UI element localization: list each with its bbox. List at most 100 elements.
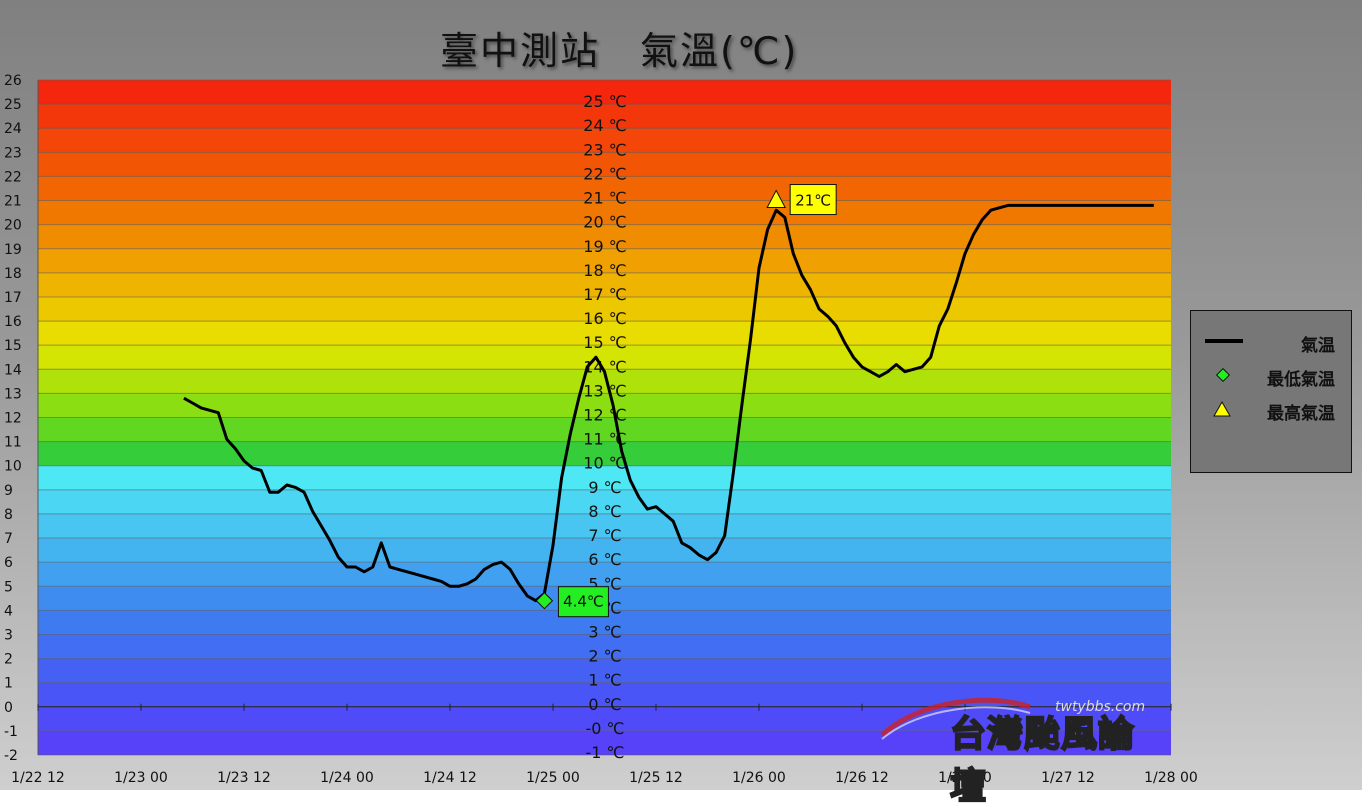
inner-celsius-label: 3 ℃ <box>588 622 621 641</box>
watermark-url: twtybbs.com <box>1055 699 1146 715</box>
background-band <box>38 730 1171 755</box>
inner-celsius-label: 8 ℃ <box>588 502 621 521</box>
inner-celsius-label: 17 ℃ <box>583 285 626 304</box>
y-tick-label: 7 <box>4 531 13 547</box>
x-tick-label: 1/24 00 <box>320 770 374 786</box>
y-tick-label: 11 <box>4 435 22 451</box>
chart-svg: -2-1012345678910111213141516171819202122… <box>4 73 1198 786</box>
inner-celsius-label: 12 ℃ <box>583 406 626 425</box>
max-marker <box>766 189 786 209</box>
background-band <box>38 489 1171 514</box>
y-tick-label: 24 <box>4 121 22 137</box>
legend-item-temp: 氣温 <box>1191 329 1351 356</box>
triangle-icon <box>1213 401 1231 417</box>
inner-celsius-label: 7 ℃ <box>588 526 621 545</box>
y-tick-label: 8 <box>4 507 13 523</box>
inner-celsius-label: 25 ℃ <box>583 92 626 111</box>
inner-celsius-label: 2 ℃ <box>588 647 621 666</box>
y-tick-label: 19 <box>4 242 22 258</box>
legend-label-min: 最低氣温 <box>1267 370 1335 390</box>
background-band <box>38 248 1171 273</box>
background-band <box>38 658 1171 683</box>
inner-celsius-label: 0 ℃ <box>588 695 621 714</box>
inner-celsius-label: 1 ℃ <box>588 671 621 690</box>
inner-celsius-label: -1 ℃ <box>585 743 624 762</box>
inner-celsius-label: 15 ℃ <box>583 333 626 352</box>
y-tick-label: 10 <box>4 459 22 475</box>
x-tick-label: 1/24 12 <box>423 770 477 786</box>
y-tick-label: 17 <box>4 290 22 306</box>
inner-celsius-label: 11 ℃ <box>583 430 626 449</box>
inner-celsius-label: 23 ℃ <box>583 140 626 159</box>
background-band <box>38 152 1171 177</box>
y-tick-label: 18 <box>4 266 22 282</box>
background-band <box>38 706 1171 731</box>
background-band <box>38 634 1171 659</box>
y-tick-label: 16 <box>4 314 22 330</box>
inner-celsius-label: 18 ℃ <box>583 261 626 280</box>
watermark-text: 台灣颱風論壇 <box>949 713 1136 808</box>
min-label-box <box>557 586 609 618</box>
temperature-series-line <box>183 203 1154 603</box>
background-band <box>38 272 1171 297</box>
x-tick-label: 1/23 12 <box>217 770 271 786</box>
chart-title: 臺中測站 氣溫(℃) <box>440 29 799 73</box>
background-band <box>38 465 1171 490</box>
inner-celsius-label: 6 ℃ <box>588 550 621 569</box>
legend-label-temp: 氣温 <box>1301 336 1335 356</box>
x-tick-label: 1/25 00 <box>526 770 580 786</box>
y-tick-label: 23 <box>4 145 22 161</box>
y-tick-label: 6 <box>4 555 13 571</box>
y-tick-label: 25 <box>4 97 22 113</box>
background-band <box>38 345 1171 370</box>
inner-celsius-label: 14 ℃ <box>583 357 626 376</box>
min-marker <box>535 592 554 610</box>
background-band <box>38 513 1171 539</box>
y-tick-label: 5 <box>4 579 13 595</box>
max-label: 21℃ <box>795 192 831 210</box>
inner-celsius-label: -0 ℃ <box>585 719 624 738</box>
background-band <box>38 441 1171 466</box>
min-label: 4.4℃ <box>563 593 604 611</box>
background-band <box>38 393 1171 418</box>
watermark: twtybbs.com 台灣颱風論壇 <box>880 695 1160 808</box>
y-tick-label: -1 <box>4 724 18 740</box>
y-tick-label: 26 <box>4 73 22 89</box>
y-tick-label: 3 <box>4 627 13 643</box>
inner-celsius-label: 9 ℃ <box>588 478 621 497</box>
x-tick-label: 1/27 00 <box>938 770 992 786</box>
background-band <box>38 538 1171 563</box>
y-tick-label: 15 <box>4 338 22 354</box>
x-tick-label: 1/26 12 <box>835 770 889 786</box>
y-tick-label: 2 <box>4 652 13 668</box>
y-tick-label: 20 <box>4 218 22 234</box>
inner-celsius-label: 10 ℃ <box>583 454 626 473</box>
legend-line-symbol <box>1205 339 1243 343</box>
legend-label-max: 最高氣温 <box>1267 404 1335 424</box>
x-tick-label: 1/22 12 <box>11 770 65 786</box>
inner-celsius-label: 24 ℃ <box>583 116 626 135</box>
y-tick-label: 14 <box>4 362 22 378</box>
x-tick-label: 1/27 12 <box>1041 770 1095 786</box>
x-tick-label: 1/28 00 <box>1144 770 1198 786</box>
y-tick-label: 22 <box>4 169 22 185</box>
x-tick-label: 1/23 00 <box>114 770 168 786</box>
y-tick-label: 1 <box>4 676 13 692</box>
inner-celsius-label: 22 ℃ <box>583 164 626 183</box>
max-label-box <box>789 184 837 216</box>
watermark-swoosh <box>880 697 1031 740</box>
y-tick-label: 13 <box>4 386 22 402</box>
background-band <box>38 224 1171 249</box>
inner-celsius-label: 21 ℃ <box>583 189 626 208</box>
inner-celsius-label: 20 ℃ <box>583 213 626 232</box>
x-tick-label: 1/26 00 <box>732 770 786 786</box>
background-band <box>38 296 1171 322</box>
diamond-icon <box>1215 367 1231 383</box>
background-band <box>38 562 1171 587</box>
legend-item-min: 最低氣温 <box>1191 363 1351 390</box>
inner-celsius-label: 16 ℃ <box>583 309 626 328</box>
background-band <box>38 80 1171 105</box>
background-band <box>38 682 1171 707</box>
background-band <box>38 321 1171 346</box>
